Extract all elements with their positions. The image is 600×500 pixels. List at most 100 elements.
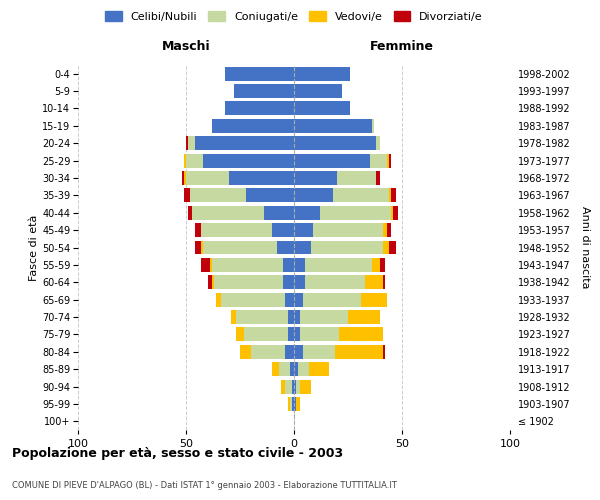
- Bar: [292, 397, 294, 411]
- Bar: [201, 258, 210, 272]
- Text: Popolazione per età, sesso e stato civile - 2003: Popolazione per età, sesso e stato civil…: [12, 448, 343, 460]
- Bar: [201, 223, 272, 237]
- Bar: [294, 223, 313, 237]
- Bar: [370, 154, 387, 168]
- Bar: [389, 240, 395, 254]
- Bar: [281, 380, 286, 394]
- Bar: [233, 84, 294, 98]
- Bar: [311, 240, 383, 254]
- Bar: [389, 154, 391, 168]
- Bar: [294, 136, 376, 150]
- Bar: [244, 328, 287, 342]
- Bar: [251, 345, 286, 358]
- Bar: [383, 276, 385, 289]
- Bar: [184, 171, 186, 185]
- Bar: [287, 328, 294, 342]
- Bar: [391, 188, 395, 202]
- Bar: [320, 206, 391, 220]
- Bar: [301, 310, 348, 324]
- Bar: [216, 292, 221, 306]
- Bar: [294, 188, 333, 202]
- Text: COMUNE DI PIEVE D'ALPAGO (BL) - Dati ISTAT 1° gennaio 2003 - Elaborazione TUTTIT: COMUNE DI PIEVE D'ALPAGO (BL) - Dati IST…: [12, 480, 397, 490]
- Bar: [247, 188, 294, 202]
- Bar: [229, 171, 294, 185]
- Bar: [214, 276, 283, 289]
- Bar: [294, 240, 311, 254]
- Bar: [383, 223, 387, 237]
- Bar: [188, 136, 194, 150]
- Bar: [272, 362, 279, 376]
- Bar: [294, 310, 301, 324]
- Bar: [294, 397, 296, 411]
- Bar: [194, 136, 294, 150]
- Bar: [294, 206, 320, 220]
- Bar: [225, 102, 294, 116]
- Bar: [309, 362, 329, 376]
- Bar: [193, 206, 264, 220]
- Bar: [283, 258, 294, 272]
- Bar: [389, 188, 391, 202]
- Bar: [361, 292, 387, 306]
- Bar: [188, 206, 193, 220]
- Bar: [277, 240, 294, 254]
- Bar: [287, 397, 290, 411]
- Bar: [212, 119, 294, 133]
- Bar: [294, 292, 302, 306]
- Bar: [287, 310, 294, 324]
- Bar: [272, 223, 294, 237]
- Bar: [313, 223, 383, 237]
- Bar: [298, 362, 309, 376]
- Bar: [240, 345, 251, 358]
- Bar: [365, 276, 383, 289]
- Text: Femmine: Femmine: [370, 40, 434, 53]
- Bar: [294, 258, 305, 272]
- Bar: [225, 66, 294, 80]
- Bar: [376, 136, 380, 150]
- Bar: [186, 136, 188, 150]
- Bar: [380, 258, 385, 272]
- Bar: [301, 380, 311, 394]
- Bar: [302, 292, 361, 306]
- Bar: [283, 276, 294, 289]
- Bar: [296, 397, 301, 411]
- Bar: [294, 276, 305, 289]
- Legend: Celibi/Nubili, Coniugati/e, Vedovi/e, Divorziati/e: Celibi/Nubili, Coniugati/e, Vedovi/e, Di…: [101, 7, 487, 26]
- Y-axis label: Fasce di età: Fasce di età: [29, 214, 39, 280]
- Bar: [186, 171, 229, 185]
- Bar: [383, 345, 385, 358]
- Bar: [236, 328, 244, 342]
- Bar: [292, 380, 294, 394]
- Bar: [305, 258, 372, 272]
- Bar: [391, 206, 394, 220]
- Bar: [290, 362, 294, 376]
- Bar: [294, 362, 298, 376]
- Bar: [294, 119, 372, 133]
- Bar: [294, 66, 350, 80]
- Bar: [376, 171, 380, 185]
- Bar: [301, 328, 340, 342]
- Bar: [394, 206, 398, 220]
- Bar: [184, 188, 190, 202]
- Bar: [203, 240, 277, 254]
- Bar: [203, 154, 294, 168]
- Bar: [279, 362, 290, 376]
- Bar: [212, 276, 214, 289]
- Bar: [296, 380, 301, 394]
- Bar: [294, 328, 301, 342]
- Bar: [201, 240, 203, 254]
- Bar: [337, 171, 376, 185]
- Bar: [302, 345, 335, 358]
- Bar: [387, 154, 389, 168]
- Bar: [383, 240, 389, 254]
- Bar: [348, 310, 380, 324]
- Bar: [264, 206, 294, 220]
- Bar: [294, 102, 350, 116]
- Bar: [290, 397, 292, 411]
- Bar: [186, 154, 203, 168]
- Bar: [294, 345, 302, 358]
- Bar: [210, 258, 212, 272]
- Y-axis label: Anni di nascita: Anni di nascita: [580, 206, 590, 289]
- Bar: [335, 345, 383, 358]
- Bar: [294, 380, 296, 394]
- Bar: [286, 292, 294, 306]
